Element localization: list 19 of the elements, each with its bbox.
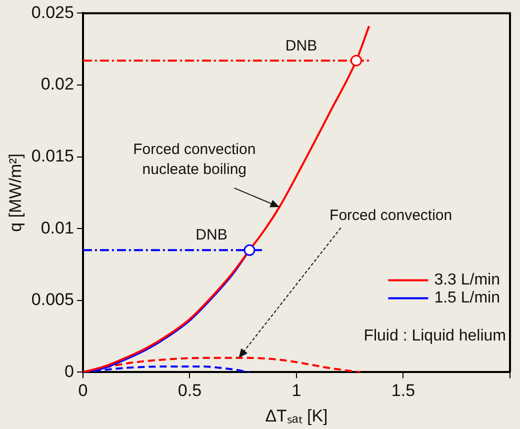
y-tick-label: 0.005 (31, 290, 74, 310)
annotation: Forced convection nucleate boiling (133, 141, 256, 178)
legend-label: 1.5 L/min (434, 290, 500, 307)
y-tick-label: 0 (64, 362, 74, 381)
annotation: DNB (196, 226, 228, 244)
legend-label: 3.3 L/min (434, 272, 500, 289)
y-tick-label: 0.025 (31, 2, 74, 22)
y-tick-label: 0.01 (40, 218, 74, 238)
x-tick-label: 1.5 (391, 381, 416, 400)
annotation: DNB (285, 38, 318, 55)
annotation: Fluid : Liquid helium (364, 328, 506, 345)
y-tick-label: 0.02 (40, 74, 74, 94)
y-axis-title: q [MW/m²] (6, 154, 25, 232)
x-tick-label: 0.5 (178, 381, 202, 400)
x-tick-label: 0 (78, 381, 88, 400)
annotation: Forced convection (330, 206, 452, 224)
y-tick-label: 0.015 (31, 146, 74, 166)
x-tick-label: 1 (292, 381, 302, 400)
x-axis-title: ΔTₛₐₜ [K] (265, 406, 328, 426)
